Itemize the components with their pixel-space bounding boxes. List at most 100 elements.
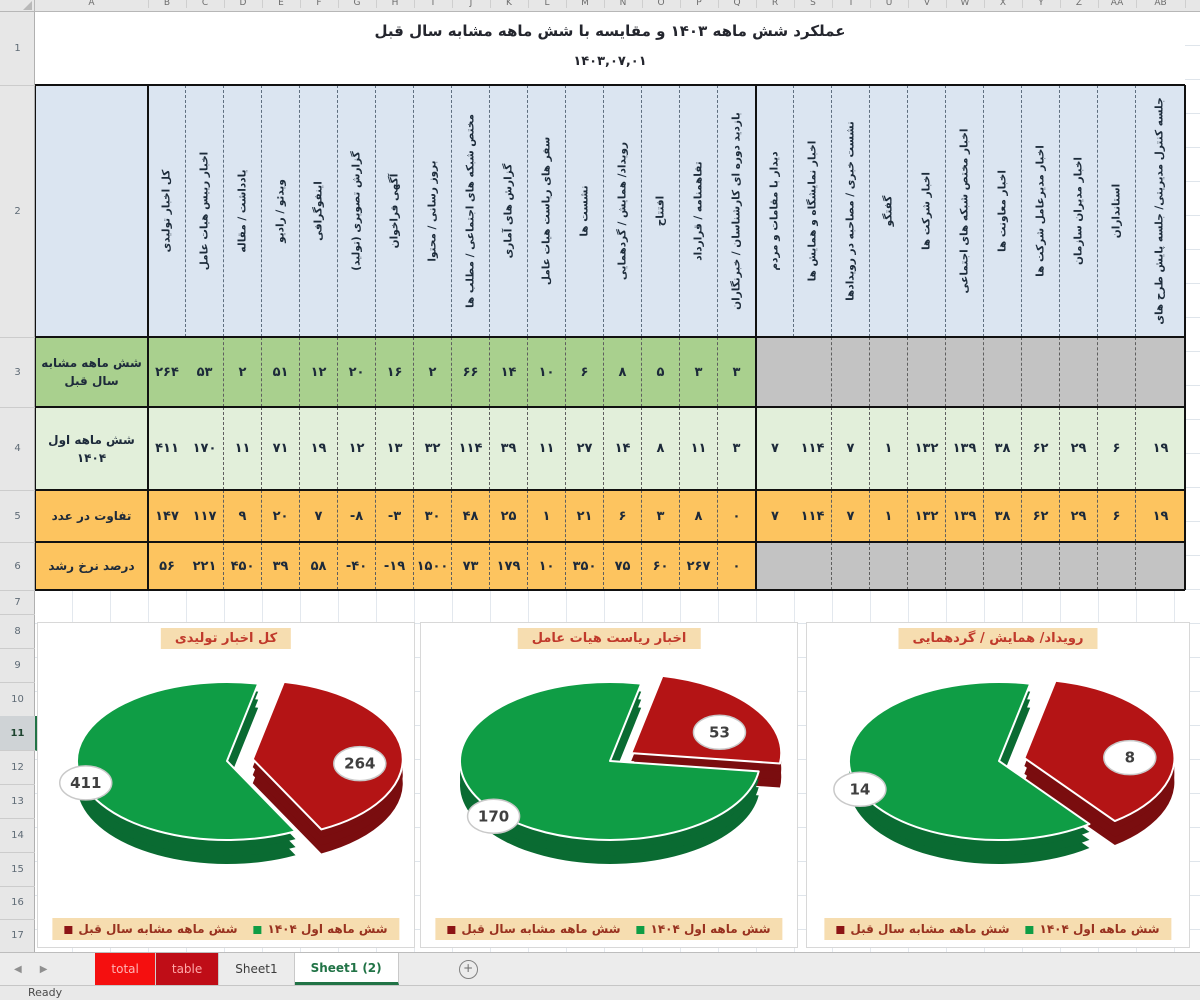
table-cell[interactable]: ۳ [680,337,718,407]
table-cell[interactable]: ۶۰ [642,542,680,590]
column-letter[interactable]: W [946,0,985,8]
column-letter[interactable]: G [338,0,377,8]
table-header-cell[interactable]: اخبار مختص شبکه های اجتماعی [946,85,984,337]
table-cell[interactable] [984,337,1022,407]
table-header-cell[interactable]: نشست خبری / مصاحبه در رویدادها [832,85,870,337]
table-header-cell[interactable]: افتتاح [642,85,680,337]
table-cell[interactable]: ۱۳۲ [908,407,946,490]
row-number[interactable]: 8 [0,614,35,649]
table-cell[interactable]: ۱۰ [528,542,566,590]
row-label-cell[interactable]: درصد نرخ رشد [35,542,148,590]
column-letter[interactable]: M [566,0,605,8]
table-cell[interactable]: ۱۲ [300,337,338,407]
table-cell[interactable]: ۲۶۴ [148,337,186,407]
row-number[interactable]: 7 [0,590,35,615]
table-cell[interactable]: ۲۰ [338,337,376,407]
table-cell[interactable]: ۷ [756,490,794,542]
row-label-cell[interactable]: شش ماهه مشابه سال قبل [35,337,148,407]
table-header-cell[interactable]: نشست ها [566,85,604,337]
report-title-cell[interactable]: عملکرد شش ماهه ۱۴۰۳ و مقایسه با شش ماهه … [35,12,1185,85]
table-cell[interactable]: ۱۶ [376,337,414,407]
table-cell[interactable]: ۷۵ [604,542,642,590]
table-header-cell[interactable]: رویداد/ همایش / گردهمایی [604,85,642,337]
row-number[interactable]: 9 [0,648,35,683]
table-cell[interactable]: ۳ [718,407,756,490]
table-cell[interactable]: ۱۹ [300,407,338,490]
row-number[interactable]: 14 [0,818,35,853]
table-cell[interactable]: ۱۳ [376,407,414,490]
table-cell[interactable] [794,337,832,407]
column-letter[interactable]: T [832,0,871,8]
table-cell[interactable] [984,542,1022,590]
column-letter[interactable]: J [452,0,491,8]
table-header-cell[interactable]: اخبار مدیران سازمان [1060,85,1098,337]
table-cell[interactable]: ۱ [870,490,908,542]
row-number[interactable]: 16 [0,886,35,920]
table-cell[interactable]: ۷ [300,490,338,542]
table-cell[interactable]: ۵ [642,337,680,407]
table-header-cell[interactable]: اخبار مدیرعامل شرکت ها [1022,85,1060,337]
table-cell[interactable]: ۱۴۷ [148,490,186,542]
table-header-cell[interactable]: گزارش تصویری (تولید) [338,85,376,337]
table-cell[interactable]: ۵۱ [262,337,300,407]
table-cell[interactable]: ۶۲ [1022,407,1060,490]
table-cell[interactable]: ۱ [528,490,566,542]
column-letter[interactable]: P [680,0,719,8]
table-cell[interactable]: ۵۶ [148,542,186,590]
column-letter[interactable]: O [642,0,681,8]
table-cell[interactable] [870,542,908,590]
table-cell[interactable]: ۷ [832,490,870,542]
table-header-cell[interactable]: اخبار شرکت ها [908,85,946,337]
table-cell[interactable]: ۱۴ [490,337,528,407]
table-cell[interactable]: ۰ [718,490,756,542]
row-number[interactable]: 6 [0,542,35,591]
pie-chart-2[interactable]: اخبار ریاست هیات عامل 53 170 شش ماهه اول ۱۴… [420,622,798,948]
table-cell[interactable]: ۱۱۴ [794,490,832,542]
column-letter[interactable]: AA [1098,0,1137,8]
row-number[interactable]: 2 [0,85,35,338]
column-letter[interactable]: H [376,0,415,8]
table-cell[interactable] [1136,542,1185,590]
column-letter[interactable]: L [528,0,567,8]
row-number[interactable]: 1 [0,12,35,86]
table-header-cell[interactable]: استانداران [1098,85,1136,337]
table-cell[interactable] [1098,542,1136,590]
table-header-cell[interactable]: بازدید دوره ای کارشناسان / خبرنگاران [718,85,756,337]
table-cell[interactable] [1060,337,1098,407]
table-header-cell[interactable]: ویدئو / رادیو [262,85,300,337]
column-letter[interactable]: Y [1022,0,1061,8]
table-header-cell[interactable]: بروز رسانی / محتوا [414,85,452,337]
table-cell[interactable]: ۶۶ [452,337,490,407]
table-cell[interactable]: ۵۳ [186,337,224,407]
row-number[interactable]: 5 [0,490,35,543]
table-cell[interactable]: ۱۰ [528,337,566,407]
row-number[interactable]: 17 [0,919,35,953]
table-cell[interactable]: ۲۹ [1060,490,1098,542]
table-cell[interactable] [1022,542,1060,590]
table-cell[interactable]: ۱ [870,407,908,490]
table-cell[interactable]: ۲۷ [566,407,604,490]
pie-slice-previous[interactable] [251,680,404,831]
column-letter[interactable]: Q [718,0,757,8]
table-cell[interactable]: ۳۹ [490,407,528,490]
table-cell[interactable]: -۱۹ [376,542,414,590]
table-cell[interactable]: ۲ [414,337,452,407]
column-letter[interactable]: X [984,0,1023,8]
table-cell[interactable]: ۷ [756,407,794,490]
column-letter[interactable]: B [148,0,187,8]
table-cell[interactable]: ۳۹ [262,542,300,590]
table-cell[interactable]: ۱۱ [528,407,566,490]
table-cell[interactable]: ۱۹ [1136,407,1185,490]
table-cell[interactable] [1136,337,1185,407]
new-sheet-button[interactable]: + [458,953,478,985]
tab-scroll-left-icon[interactable]: ◀ [14,963,22,975]
row-number[interactable]: 10 [0,682,35,717]
table-cell[interactable]: ۶ [1098,490,1136,542]
column-letter[interactable]: C [186,0,225,8]
table-cell[interactable]: ۳۸ [984,407,1022,490]
column-letter[interactable]: D [224,0,263,8]
table-header-cell[interactable]: دیدار با مقامات و مردم [756,85,794,337]
table-header-cell[interactable]: آگهی فراخوان [376,85,414,337]
table-cell[interactable]: ۱۵۰۰ [414,542,452,590]
tab-scroll-right-icon[interactable]: ▶ [39,963,48,975]
